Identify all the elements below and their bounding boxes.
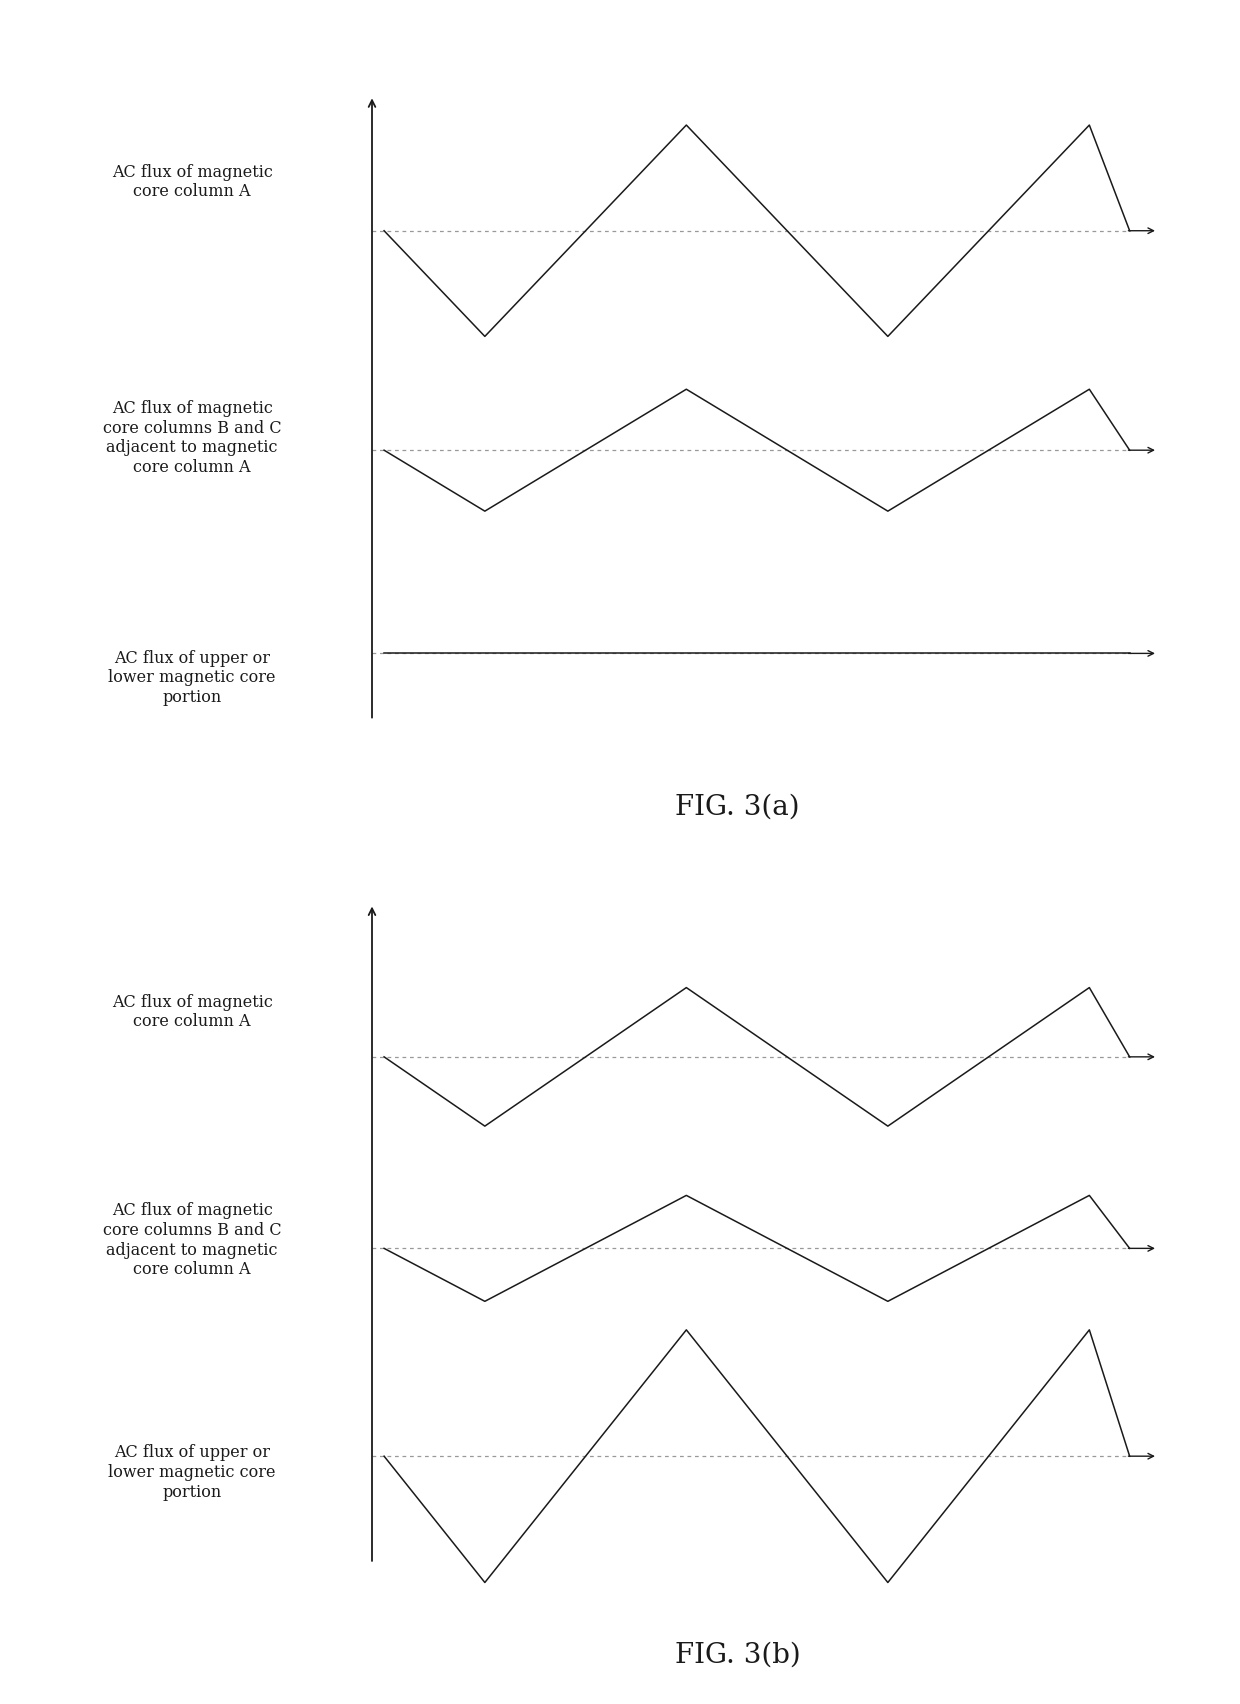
Text: AC flux of magnetic
core column A: AC flux of magnetic core column A [112, 164, 273, 201]
Text: FIG. 3(a): FIG. 3(a) [676, 794, 800, 821]
Text: AC flux of magnetic
core columns B and C
adjacent to magnetic
core column A: AC flux of magnetic core columns B and C… [103, 400, 281, 475]
Text: FIG. 3(b): FIG. 3(b) [675, 1641, 801, 1668]
Text: AC flux of upper or
lower magnetic core
portion: AC flux of upper or lower magnetic core … [108, 1445, 277, 1501]
Text: AC flux of magnetic
core column A: AC flux of magnetic core column A [112, 993, 273, 1031]
Text: AC flux of magnetic
core columns B and C
adjacent to magnetic
core column A: AC flux of magnetic core columns B and C… [103, 1203, 281, 1278]
Text: AC flux of upper or
lower magnetic core
portion: AC flux of upper or lower magnetic core … [108, 649, 277, 705]
